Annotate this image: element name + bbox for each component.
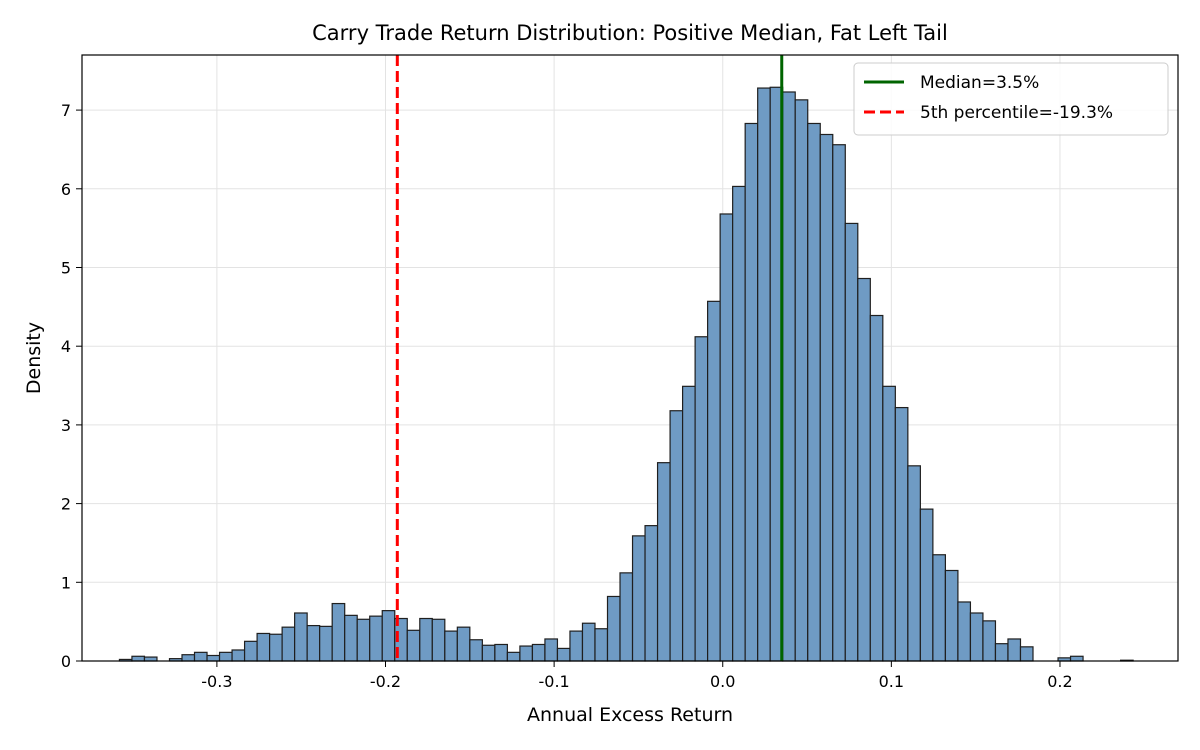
histogram-bar <box>832 144 846 662</box>
histogram-bar <box>531 643 546 662</box>
histogram-bar <box>506 651 521 662</box>
histogram-bar <box>444 630 458 662</box>
histogram-bar <box>944 569 959 662</box>
histogram-bar <box>819 133 834 662</box>
axes: -0.3 -0.2 -0.1 0.0 0.1 0.2 0 1 2 3 4 5 6 7 <box>61 101 1073 691</box>
histogram-bar <box>281 626 296 662</box>
histogram-bar <box>569 630 584 662</box>
y-axis-title: Density <box>23 322 45 394</box>
histogram-bar <box>619 572 634 662</box>
y-tick-label: 4 <box>61 337 71 356</box>
legend-label: Median=3.5% <box>920 73 1039 93</box>
histogram-bar <box>669 410 684 662</box>
histogram-bar <box>344 614 358 662</box>
y-tick-label: 5 <box>61 258 71 277</box>
histogram-bar <box>419 617 433 662</box>
histogram-bar <box>882 385 896 662</box>
y-tick-label: 6 <box>61 180 71 199</box>
histogram-bar <box>807 122 821 662</box>
histogram-bar <box>218 651 233 662</box>
chart-title: Carry Trade Return Distribution: Positiv… <box>312 21 948 45</box>
histogram-bar <box>381 610 396 662</box>
histogram-bar <box>969 612 984 662</box>
histogram-bar <box>469 639 483 662</box>
histogram-bar <box>782 91 796 662</box>
histogram-bar <box>794 99 809 662</box>
histogram-bar <box>406 629 421 662</box>
histogram-bar <box>294 612 308 662</box>
histogram-bar <box>919 508 934 662</box>
y-tick-label: 7 <box>61 101 71 120</box>
histogram-bar <box>243 640 258 662</box>
histogram-bar <box>269 633 283 662</box>
histogram-bar <box>231 649 246 662</box>
legend-label: 5th percentile=-19.3% <box>920 103 1113 123</box>
histogram-bar <box>932 554 946 662</box>
grid-lines <box>82 55 1178 662</box>
histogram-bar <box>206 654 221 662</box>
histogram-bar <box>519 645 534 662</box>
histogram-bar <box>306 624 321 662</box>
histogram-bar <box>581 622 596 662</box>
histogram-bar <box>631 535 646 662</box>
histogram-bar <box>494 643 508 662</box>
x-tick-label: -0.2 <box>370 672 401 691</box>
histogram-bar <box>1069 655 1084 662</box>
x-tick-label: 0.2 <box>1047 672 1072 691</box>
histogram-bar <box>744 122 759 662</box>
histogram-bar <box>719 213 734 662</box>
histogram-bars <box>118 86 1134 662</box>
histogram-bar <box>732 185 746 662</box>
histogram-bar <box>193 651 208 662</box>
histogram-bar <box>844 222 859 662</box>
histogram-bar <box>481 644 496 662</box>
x-axis-title: Annual Excess Return <box>527 704 733 726</box>
histogram-bar <box>957 601 972 662</box>
histogram-bar <box>757 87 771 662</box>
histogram-bar <box>544 638 559 662</box>
x-tick-label: -0.3 <box>201 672 232 691</box>
histogram-bar <box>606 595 621 662</box>
histogram-bar <box>656 462 671 662</box>
histogram-bar <box>894 406 909 662</box>
histogram-bar <box>982 620 997 662</box>
legend: Median=3.5% 5th percentile=-19.3% <box>853 62 1169 136</box>
histogram-bar <box>319 625 333 662</box>
y-tick-label: 3 <box>61 416 71 435</box>
histogram-bar <box>131 655 146 662</box>
x-tick-label: 0.1 <box>879 672 904 691</box>
histogram-bar <box>356 618 371 662</box>
y-tick-label: 2 <box>61 495 71 514</box>
histogram-bar <box>331 602 346 662</box>
histogram-bar <box>644 525 659 662</box>
histogram-bar <box>869 314 884 662</box>
y-tick-label: 0 <box>61 652 71 671</box>
y-tick-label: 1 <box>61 573 71 592</box>
histogram-bar <box>994 643 1009 662</box>
histogram-bar <box>369 615 383 662</box>
histogram-bar <box>907 465 921 662</box>
legend-box <box>853 62 1169 136</box>
histogram-bar <box>456 626 471 662</box>
histogram-bar <box>556 647 571 662</box>
reference-lines <box>395 55 784 661</box>
histogram-bar <box>1019 646 1034 662</box>
plot-frame <box>81 54 1179 662</box>
histogram-bar <box>1007 638 1022 662</box>
histogram-bar <box>681 385 696 662</box>
histogram-bar <box>594 628 609 662</box>
histogram-bar <box>857 277 871 662</box>
histogram-bar <box>256 632 271 662</box>
histogram-bar <box>694 336 709 662</box>
histogram-bar <box>707 300 721 662</box>
histogram-bar <box>181 654 196 662</box>
x-tick-label: 0.0 <box>710 672 735 691</box>
histogram-bar <box>431 618 446 662</box>
x-tick-label: -0.1 <box>539 672 570 691</box>
